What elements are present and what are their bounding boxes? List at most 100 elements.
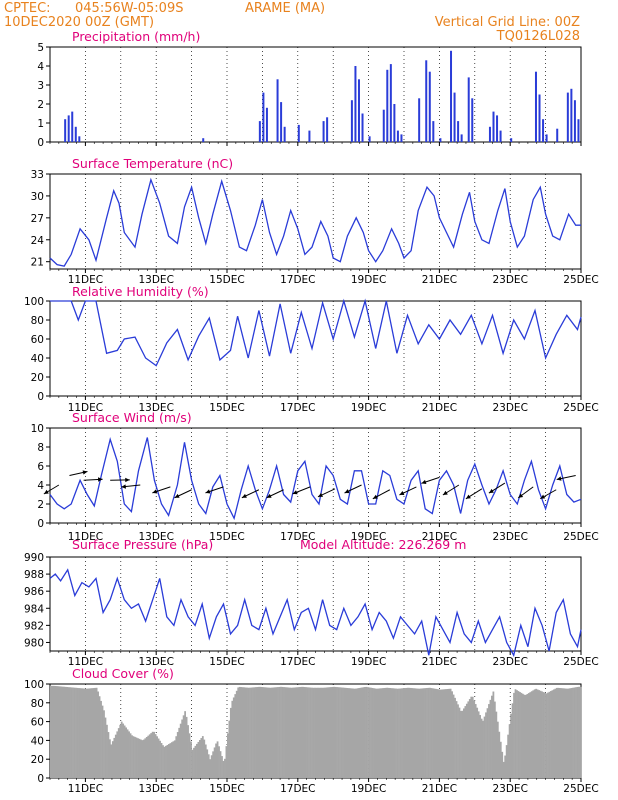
x-tick-label: 23DEC bbox=[492, 531, 527, 543]
x-tick-label: 23DEC bbox=[492, 274, 527, 286]
cloud-bar bbox=[184, 711, 186, 778]
precip-bar bbox=[542, 119, 545, 142]
cloud-bar bbox=[533, 689, 536, 778]
cloud-bar bbox=[271, 687, 274, 778]
cloud-bar bbox=[100, 700, 102, 778]
cloud-bar bbox=[231, 700, 234, 778]
panel-2: Relative Humidity (%) 0 20 40 60 80 100 11DEC 13… bbox=[24, 284, 599, 414]
cloud-bar bbox=[55, 686, 58, 778]
x-tick-label: 11DEC bbox=[68, 656, 103, 668]
cloud-bar bbox=[359, 687, 362, 778]
cloud-bar bbox=[293, 687, 296, 778]
y-tick-label: 27 bbox=[31, 213, 44, 225]
cloud-bar bbox=[207, 754, 210, 778]
cloud-bar bbox=[545, 693, 548, 778]
cloud-bar bbox=[148, 734, 151, 778]
precip-bar bbox=[439, 138, 442, 142]
cloud-bar bbox=[224, 758, 226, 778]
cloud-bar bbox=[250, 687, 253, 778]
precip-bar bbox=[566, 92, 569, 142]
precip-bar bbox=[457, 121, 460, 142]
x-tick-label: 19DEC bbox=[351, 783, 386, 795]
cloud-bar bbox=[501, 751, 504, 778]
cloud-bar bbox=[73, 687, 76, 778]
cloud-bar bbox=[496, 721, 499, 778]
precip-bar bbox=[350, 100, 353, 142]
cloud-bar bbox=[268, 687, 271, 778]
x-tick-label: 21DEC bbox=[422, 656, 457, 668]
cloud-bar bbox=[80, 688, 83, 778]
cloud-bar bbox=[176, 732, 179, 778]
cloud-bar bbox=[294, 687, 297, 778]
cloud-bar bbox=[256, 687, 259, 778]
cloud-bar bbox=[63, 686, 66, 778]
cloud-bar bbox=[311, 687, 313, 778]
cloud-bar bbox=[485, 712, 487, 778]
y-tick-label: 980 bbox=[24, 637, 44, 649]
cloud-bar bbox=[89, 688, 92, 778]
x-tick-label: 21DEC bbox=[422, 402, 457, 414]
cloud-bar bbox=[510, 713, 512, 778]
precip-bar bbox=[396, 130, 399, 142]
precip-bar bbox=[488, 126, 491, 142]
cloud-bar bbox=[424, 688, 427, 778]
x-tick-label: 17DEC bbox=[280, 783, 315, 795]
cloud-bar bbox=[181, 719, 184, 778]
cloud-bar bbox=[193, 747, 195, 778]
cloud-bar bbox=[131, 735, 133, 778]
x-tick-label: 17DEC bbox=[280, 531, 315, 543]
cloud-bar bbox=[265, 687, 268, 778]
cloud-bar bbox=[166, 744, 169, 778]
cloud-bar bbox=[114, 734, 117, 778]
wind-arrow-head bbox=[344, 489, 350, 494]
cloud-bar bbox=[125, 727, 127, 778]
cloud-bar bbox=[227, 733, 229, 778]
cloud-bar bbox=[101, 705, 104, 778]
y-tick-label: 0 bbox=[37, 773, 44, 785]
cloud-bar bbox=[529, 692, 532, 778]
cloud-bar bbox=[432, 688, 434, 778]
panel-title: Surface Wind (m/s) bbox=[72, 410, 192, 425]
cloud-bar bbox=[350, 688, 353, 778]
wind-arrow-head bbox=[372, 494, 378, 499]
cloud-bar bbox=[420, 688, 422, 778]
x-tick-label: 21DEC bbox=[422, 783, 457, 795]
cloud-bar bbox=[196, 743, 198, 778]
y-tick-label: 2 bbox=[37, 99, 44, 111]
cloud-bar bbox=[249, 687, 251, 778]
cloud-bar bbox=[235, 690, 238, 778]
cloud-bar bbox=[197, 741, 200, 778]
cloud-bar bbox=[442, 689, 445, 778]
panel-3: Surface Wind (m/s) 0 2 4 6 8 10 11DEC 13DEC 15DEC… bbox=[31, 410, 599, 543]
cloud-bar bbox=[412, 688, 415, 778]
cloud-bar bbox=[492, 691, 495, 778]
wind-arrow-head bbox=[488, 488, 494, 494]
x-tick-label: 21DEC bbox=[422, 274, 457, 286]
precip-bar bbox=[322, 121, 325, 142]
cloud-bar bbox=[144, 738, 147, 778]
wind-arrow-head bbox=[292, 490, 298, 495]
panel-title: Cloud Cover (%) bbox=[72, 666, 174, 681]
cloud-bar bbox=[468, 699, 471, 778]
cloud-bar bbox=[291, 687, 294, 778]
cloud-bar bbox=[253, 687, 256, 778]
cloud-bar bbox=[134, 736, 136, 778]
cloud-bar bbox=[489, 699, 492, 778]
cloud-bar bbox=[406, 687, 409, 778]
cloud-bar bbox=[162, 745, 164, 778]
precip-bar bbox=[577, 119, 580, 142]
cloud-bar bbox=[401, 688, 403, 778]
precip-bar bbox=[276, 79, 279, 142]
cloud-bar bbox=[522, 693, 524, 778]
cloud-bar bbox=[443, 689, 446, 778]
precip-bar bbox=[354, 66, 357, 142]
y-tick-label: 80 bbox=[31, 315, 44, 327]
cloud-bar bbox=[517, 691, 520, 778]
cloud-bar bbox=[373, 688, 375, 778]
cloud-bar bbox=[564, 688, 567, 778]
cloud-bar bbox=[198, 740, 201, 778]
series-line bbox=[50, 298, 582, 367]
cloud-bar bbox=[241, 687, 244, 778]
cloud-bar bbox=[386, 687, 389, 778]
cloud-bar bbox=[374, 688, 377, 778]
